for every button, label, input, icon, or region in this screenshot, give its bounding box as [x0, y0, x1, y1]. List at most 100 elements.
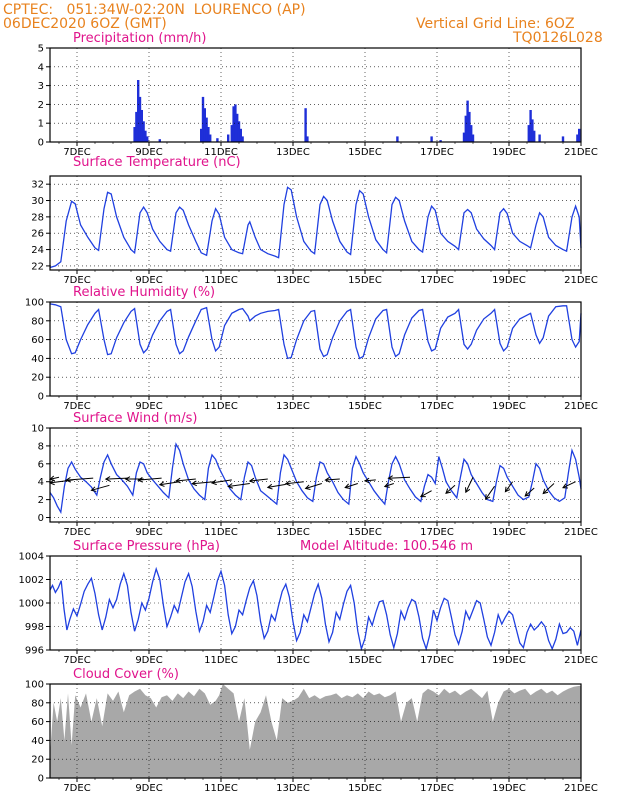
precip-bar [138, 96, 142, 142]
series-line [49, 442, 582, 515]
precip-bar [205, 117, 208, 142]
precip-bar [140, 110, 143, 142]
panel-subtitle: Model Altitude: 100.546 m [300, 539, 473, 554]
x-tick-label: 17DEC [420, 275, 454, 286]
wind-arrow-head [284, 480, 291, 487]
x-tick-label: 19DEC [492, 655, 526, 666]
precip-bar [464, 115, 467, 142]
wind-arrow-head [191, 480, 197, 487]
wind-arrow-head [419, 492, 426, 498]
x-tick-label: 13DEC [276, 401, 310, 412]
y-tick-label: 0 [38, 774, 44, 785]
x-tick-label: 11DEC [204, 655, 238, 666]
y-tick-label: 0 [38, 513, 44, 524]
wind-arrow [384, 483, 394, 487]
x-tick-label: 7DEC [63, 401, 90, 412]
precip-bar [239, 128, 242, 142]
y-tick-label: 1004 [19, 552, 44, 563]
wind-arrow [325, 478, 340, 481]
wind-arrow [445, 484, 456, 494]
y-tick-label: 28 [31, 212, 44, 223]
y-tick-label: 0 [38, 392, 44, 403]
precip-bar [529, 110, 532, 142]
y-tick-label: 2 [38, 495, 44, 506]
wind-arrow-head [363, 477, 370, 484]
y-tick-label: 996 [25, 646, 44, 657]
wind-arrow-head [158, 481, 165, 487]
x-tick-label: 7DEC [63, 147, 90, 158]
wind-arrow-head [465, 487, 471, 494]
wind-arrow [91, 484, 110, 491]
x-tick-label: 21DEC [564, 783, 598, 794]
x-tick-label: 11DEC [204, 401, 238, 412]
y-tick-label: 40 [31, 736, 44, 747]
precip-bar [466, 100, 469, 142]
precip-bar [137, 80, 140, 142]
y-tick-label: 22 [31, 261, 44, 272]
wind-arrow [305, 483, 322, 489]
precip-bar [232, 106, 235, 142]
panel-title: Surface Pressure (hPa) [73, 539, 220, 554]
wind-arrow-head [504, 486, 511, 493]
wind-arrow [465, 477, 474, 493]
precip-bar [144, 130, 147, 142]
wind-arrow-head [227, 483, 234, 489]
x-tick-label: 7DEC [63, 783, 90, 794]
precip-bar [538, 134, 541, 142]
wind-arrow-head [65, 476, 71, 483]
wind-arrow-head [485, 494, 491, 501]
wind-arrow [364, 479, 376, 482]
precip-bar [439, 140, 442, 142]
y-tick-label: 80 [31, 316, 44, 327]
wind-arrow [504, 481, 514, 493]
precip-bar [471, 134, 475, 142]
wind-arrow [285, 481, 304, 485]
precip-bar [200, 128, 203, 142]
precip-bar [533, 130, 536, 142]
x-tick-label: 21DEC [564, 655, 598, 666]
x-tick-label: 17DEC [420, 147, 454, 158]
precip-bar [527, 125, 530, 142]
cloud-cover-area [50, 684, 581, 778]
y-tick-label: 4 [38, 62, 44, 73]
wind-arrow [485, 485, 496, 500]
x-tick-label: 11DEC [204, 783, 238, 794]
x-tick-label: 17DEC [420, 401, 454, 412]
run-date: 06DEC2020 6OZ (GMT) [3, 16, 167, 32]
precip-bar [237, 121, 241, 142]
series-line [49, 303, 582, 360]
precip-bar [578, 128, 581, 142]
precip-bar [227, 134, 230, 142]
y-tick-label: 10 [31, 424, 44, 435]
y-tick-label: 5 [38, 44, 44, 55]
y-tick-label: 1 [38, 119, 44, 130]
wind-arrow [388, 476, 411, 479]
x-tick-label: 19DEC [492, 401, 526, 412]
precip-bar [234, 104, 237, 142]
x-tick-label: 13DEC [276, 147, 310, 158]
x-tick-label: 15DEC [348, 527, 382, 538]
wind-arrow-head [90, 486, 97, 492]
precip-bar [158, 139, 161, 142]
x-tick-label: 13DEC [276, 527, 310, 538]
precip-bar [468, 111, 471, 142]
y-tick-label: 60 [31, 717, 44, 728]
y-tick-label: 100 [25, 680, 44, 691]
y-tick-label: 26 [31, 229, 44, 240]
x-tick-label: 9DEC [135, 527, 162, 538]
y-tick-label: 0 [38, 138, 44, 149]
x-tick-label: 17DEC [420, 527, 454, 538]
x-tick-label: 15DEC [348, 401, 382, 412]
precip-bar [576, 134, 579, 142]
x-tick-label: 13DEC [276, 783, 310, 794]
x-tick-label: 11DEC [204, 527, 238, 538]
x-tick-label: 21DEC [564, 401, 598, 412]
wind-arrow-head [137, 476, 143, 483]
x-tick-label: 19DEC [492, 783, 526, 794]
precip-bar [135, 111, 138, 142]
precip-bar [396, 136, 399, 142]
model-code: TQ0126L028 [513, 30, 603, 46]
x-tick-label: 11DEC [204, 147, 238, 158]
y-tick-label: 1000 [19, 599, 44, 610]
y-tick-label: 1002 [19, 575, 44, 586]
